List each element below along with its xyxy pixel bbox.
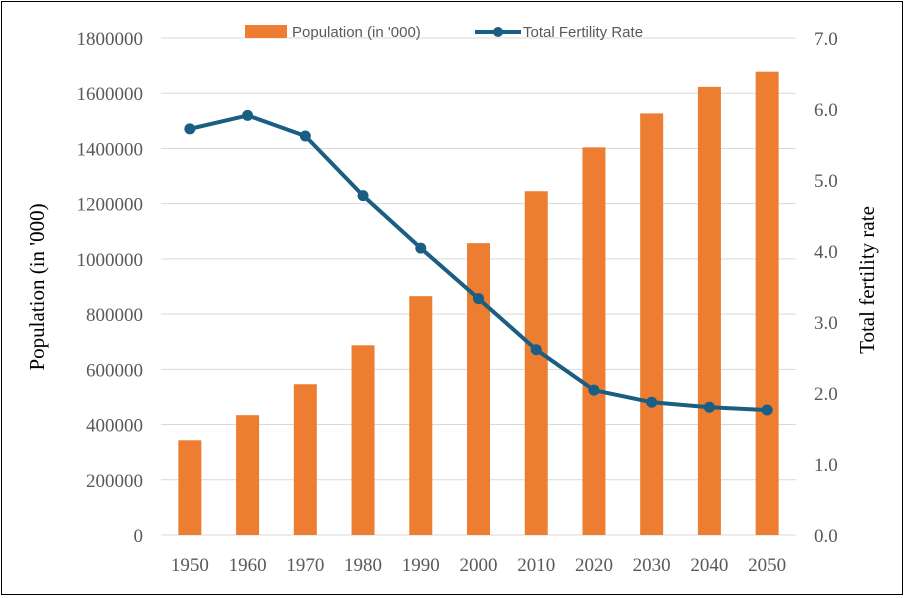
y-tick-label: 200000 <box>86 471 143 492</box>
fertility-point-2000 <box>473 293 484 305</box>
y-tick-label: 400000 <box>86 416 143 437</box>
y2-tick-label: 1.0 <box>814 455 838 476</box>
x-tick-label: 2010 <box>517 555 555 576</box>
y2-tick-label: 2.0 <box>814 384 838 405</box>
x-tick-label: 2040 <box>690 555 728 576</box>
legend-label-fertility: Total Fertility Rate <box>523 24 643 41</box>
right-axis-ticks: 0.0 1.0 2.0 3.0 4.0 5.0 6.0 7.0 <box>814 29 838 547</box>
legend-swatch-population <box>245 25 287 38</box>
y2-tick-label: 3.0 <box>814 313 838 334</box>
fertility-point-2020 <box>588 384 600 396</box>
x-tick-label: 2020 <box>575 555 613 576</box>
y-tick-label: 0 <box>134 526 144 547</box>
bar-1970 <box>293 384 317 535</box>
fertility-point-1970 <box>299 130 311 142</box>
x-tick-label: 1970 <box>286 555 324 576</box>
y-axis-title: Population (in '000) <box>25 203 49 370</box>
fertility-point-2040 <box>703 401 715 413</box>
y2-tick-label: 0.0 <box>814 526 838 547</box>
fertility-point-1990 <box>415 242 427 254</box>
legend-swatch-fertility-marker <box>493 27 503 37</box>
y2-tick-label: 4.0 <box>814 242 838 263</box>
bar-2030 <box>640 113 664 536</box>
bar-2050 <box>755 71 779 536</box>
y2-axis-title: Total fertility rate <box>855 206 879 354</box>
fertility-point-2010 <box>530 344 542 356</box>
fertility-point-2030 <box>646 396 658 408</box>
left-axis-ticks: 0 200000 400000 600000 800000 1000000 1200000 1… <box>77 29 144 547</box>
population-bars <box>178 71 779 536</box>
x-tick-label: 1990 <box>402 555 440 576</box>
x-tick-label: 1950 <box>171 555 209 576</box>
y2-tick-label: 7.0 <box>814 29 838 50</box>
y-tick-label: 1200000 <box>77 195 144 216</box>
fertility-point-1980 <box>357 190 369 202</box>
y-tick-label: 1600000 <box>77 84 144 105</box>
bar-2000 <box>467 243 490 535</box>
x-tick-label: 1980 <box>344 555 382 576</box>
legend-label-population: Population (in '000) <box>292 24 421 41</box>
y2-tick-label: 6.0 <box>814 100 838 121</box>
bar-2020 <box>582 147 606 535</box>
x-tick-label: 1960 <box>229 555 267 576</box>
bar-1990 <box>409 296 433 535</box>
bar-1950 <box>178 440 202 535</box>
fertility-point-1960 <box>242 109 254 121</box>
bar-2010 <box>524 191 548 535</box>
bar-1980 <box>351 345 375 535</box>
x-axis-ticks: 1950 1960 1970 1980 1990 2000 2010 2020 2030 2040… <box>171 555 786 576</box>
y-tick-label: 600000 <box>86 360 143 381</box>
x-tick-label: 2000 <box>460 555 498 576</box>
y-tick-label: 1800000 <box>77 29 144 50</box>
legend: Population (in '000) Total Fertility Rat… <box>245 24 643 41</box>
y-tick-label: 800000 <box>86 305 143 326</box>
x-tick-label: 2030 <box>633 555 671 576</box>
fertility-point-1950 <box>184 123 196 135</box>
y2-tick-label: 5.0 <box>814 171 838 192</box>
fertility-point-2050 <box>761 404 773 416</box>
y-tick-label: 1400000 <box>77 139 144 160</box>
x-tick-label: 2050 <box>748 555 786 576</box>
bar-2040 <box>697 86 721 535</box>
y-tick-label: 1000000 <box>77 250 144 271</box>
fertility-line <box>184 109 773 416</box>
bar-1960 <box>236 415 260 535</box>
